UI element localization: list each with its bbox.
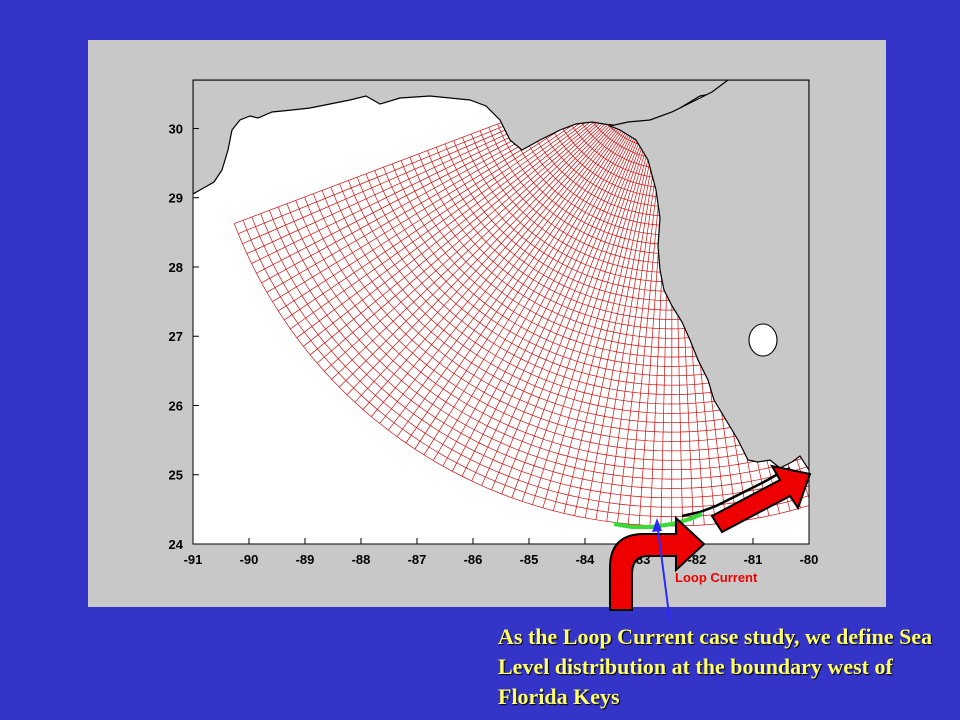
y-tick-label: 24: [169, 537, 184, 552]
y-axis: 24 25 26 27 28 29 30: [169, 121, 199, 552]
x-tick-label: -89: [296, 552, 315, 567]
grid-line: [379, 100, 638, 424]
slide-caption: As the Loop Current case study, we defin…: [498, 624, 933, 709]
grid-line: [331, 95, 633, 380]
grid-line: [432, 105, 645, 461]
y-tick-label: 28: [169, 260, 183, 275]
grid-line: [451, 106, 647, 472]
grid-line: [324, 94, 632, 372]
y-tick-label: 29: [169, 191, 183, 206]
grid-line: [354, 98, 635, 403]
grid-line: [296, 90, 629, 338]
loop-current-straight-arrow: [710, 464, 812, 534]
grid-line: [511, 109, 654, 498]
x-tick-label: -81: [744, 552, 763, 567]
pointer-arrowhead: [652, 518, 662, 532]
florida-keys: [681, 466, 791, 518]
pointer-line: [656, 521, 671, 623]
loop-current-curved-arrow: [609, 515, 706, 611]
grid-line: [461, 106, 648, 477]
x-tick-label: -86: [464, 552, 483, 567]
grid-line: [595, 112, 664, 520]
plot-frame: [192, 79, 810, 545]
grid-line: [542, 110, 658, 508]
grid-line: [284, 88, 627, 321]
x-tick-label: -80: [800, 552, 819, 567]
grid-line: [471, 107, 649, 482]
x-tick-label: -84: [576, 552, 596, 567]
y-tick-label: 27: [169, 329, 183, 344]
grid-line: [316, 93, 631, 364]
grid-line: [405, 103, 641, 444]
grid-line: [574, 111, 661, 516]
x-tick-label: -91: [184, 552, 203, 567]
grid-line: [521, 109, 655, 502]
y-tick-label: 26: [169, 398, 183, 413]
gulf-coast-land: [193, 80, 809, 201]
grid-line: [584, 111, 663, 518]
lake-okeechobee: [748, 323, 778, 357]
grid-line: [481, 108, 650, 486]
grid-line: [309, 92, 630, 356]
grid-line: [339, 96, 634, 388]
x-tick-label: -88: [352, 552, 371, 567]
grid-line: [501, 109, 653, 495]
loop-current-label: Loop Current: [675, 570, 758, 585]
grid-line: [303, 91, 629, 347]
grid-line: [491, 108, 652, 490]
x-axis: -91 -90 -89 -88 -87 -86 -85 -84 -83 -82 -81 -80: [184, 538, 819, 567]
x-tick-label: -87: [408, 552, 427, 567]
grid-line: [388, 101, 639, 431]
grid-line: [290, 89, 628, 330]
grid-line: [563, 111, 660, 514]
grid-line: [362, 99, 636, 410]
grid-line: [414, 103, 643, 450]
grid-line: [532, 110, 656, 505]
x-tick-label: -85: [520, 552, 539, 567]
y-tick-label: 30: [169, 121, 183, 136]
y-tick-label: 25: [169, 468, 183, 483]
model-grid: [233, 80, 809, 527]
grid-line: [442, 105, 646, 467]
x-tick-label: -90: [240, 552, 259, 567]
grid-line: [423, 104, 644, 456]
grid-line: [553, 111, 659, 511]
grid-line: [346, 97, 635, 396]
grid-line: [396, 102, 640, 437]
map-plot: [193, 80, 809, 544]
open-boundary: [613, 512, 703, 529]
grid-line: [371, 99, 637, 417]
